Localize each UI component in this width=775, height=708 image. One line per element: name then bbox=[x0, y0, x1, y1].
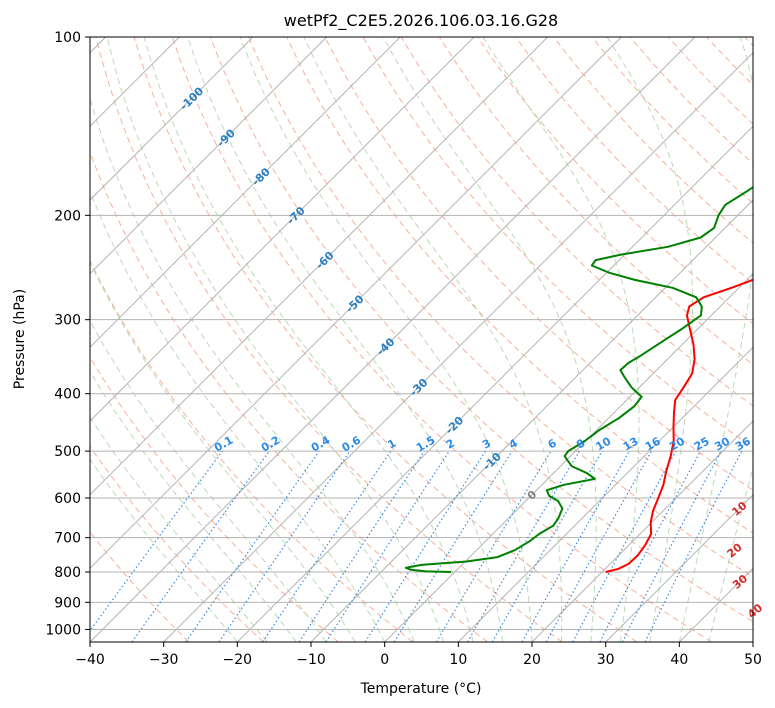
dry-adiabat bbox=[400, 37, 753, 407]
isotherm bbox=[384, 272, 753, 642]
moist-adiabat bbox=[606, 37, 693, 642]
dry-adiabat bbox=[591, 37, 753, 204]
mixing-ratio-line bbox=[90, 450, 223, 632]
y-tick-label: 100 bbox=[54, 30, 81, 46]
dry-adiabat bbox=[210, 37, 753, 623]
axis-ticks: −40 −30 −20 −10 0 10 20 30 40 50 100 200 300 400 500 60… bbox=[45, 30, 762, 668]
moist-adiabat bbox=[90, 319, 327, 642]
x-tick-label: 30 bbox=[597, 652, 615, 668]
temperature-line bbox=[605, 278, 753, 573]
isotherm bbox=[90, 37, 328, 275]
dry-adiabat bbox=[90, 259, 414, 642]
moist-adiabat bbox=[187, 37, 503, 642]
dry-adiabat bbox=[515, 37, 753, 284]
isotherm bbox=[310, 199, 753, 642]
x-tick-label: −40 bbox=[75, 652, 105, 668]
isotherm bbox=[605, 493, 753, 642]
moist-adiabat bbox=[382, 37, 597, 642]
mixing-ratio-line bbox=[325, 450, 450, 642]
isotherm bbox=[90, 37, 549, 496]
moist-adiabat bbox=[90, 189, 386, 642]
y-tick-label: 700 bbox=[54, 531, 81, 547]
isotherm bbox=[90, 37, 475, 422]
isotherm bbox=[531, 420, 753, 642]
mixing-ratio-line bbox=[521, 450, 631, 642]
y-tick-label: 200 bbox=[54, 208, 81, 224]
background-lines bbox=[90, 37, 753, 642]
isotherm bbox=[90, 37, 254, 201]
dewpoint-line bbox=[404, 186, 753, 573]
isotherm bbox=[90, 37, 696, 642]
moist-adiabat bbox=[708, 465, 753, 642]
x-tick-label: −30 bbox=[149, 652, 179, 668]
dry-adiabat bbox=[133, 37, 638, 642]
x-tick-label: 20 bbox=[523, 652, 541, 668]
plot-frame bbox=[89, 36, 754, 643]
x-tick-label: 0 bbox=[380, 652, 389, 668]
isotherm bbox=[163, 51, 753, 642]
dry-adiabat bbox=[324, 37, 753, 491]
x-tick-label: 40 bbox=[670, 652, 688, 668]
x-tick-label: 50 bbox=[744, 652, 762, 668]
moist-adiabat bbox=[90, 370, 297, 642]
profile-lines bbox=[404, 186, 753, 573]
y-tick-label: 500 bbox=[54, 444, 81, 460]
dry-adiabat bbox=[95, 37, 563, 642]
mixing-ratio-line bbox=[545, 450, 653, 642]
isotherm bbox=[90, 37, 622, 570]
x-axis-label: Temperature (°C) bbox=[360, 681, 482, 697]
isotherm bbox=[457, 346, 753, 642]
moist-adiabat bbox=[239, 37, 533, 642]
mixing-ratio-line bbox=[572, 450, 677, 642]
moist-adiabat bbox=[143, 37, 474, 642]
x-tick-label: −10 bbox=[296, 652, 326, 668]
x-tick-label: −20 bbox=[223, 652, 253, 668]
dry-adiabat bbox=[90, 445, 264, 642]
moist-adiabat bbox=[678, 37, 753, 642]
y-tick-label: 800 bbox=[54, 565, 81, 581]
dry-adiabat bbox=[477, 37, 753, 325]
moist-adiabat bbox=[106, 37, 445, 642]
moist-adiabat bbox=[90, 260, 356, 642]
y-tick-label: 1000 bbox=[45, 622, 81, 638]
mixing-ratio-line bbox=[131, 450, 270, 642]
mixing-ratio-line bbox=[298, 450, 425, 642]
dry-adiabat bbox=[248, 37, 753, 578]
mixing-ratio-line bbox=[393, 450, 513, 642]
y-tick-label: 300 bbox=[54, 313, 81, 329]
moist-adiabat bbox=[90, 416, 268, 642]
y-tick-label: 900 bbox=[54, 595, 81, 611]
mixing-ratio-line bbox=[644, 450, 743, 642]
isotherm bbox=[90, 37, 401, 349]
y-tick-label: 400 bbox=[54, 387, 81, 403]
chart-title: wetPf2_C2E5.2026.106.03.16.G28 bbox=[284, 11, 558, 31]
mixing-ratio-line bbox=[218, 450, 351, 642]
y-tick-label: 600 bbox=[54, 491, 81, 507]
x-tick-label: 10 bbox=[449, 652, 467, 668]
dry-adiabat bbox=[171, 37, 712, 642]
dry-adiabat bbox=[629, 37, 753, 165]
mixing-ratio-line bbox=[185, 450, 320, 642]
y-axis-label: Pressure (hPa) bbox=[12, 289, 28, 389]
moist-adiabat bbox=[482, 37, 640, 642]
moist-adiabat bbox=[303, 37, 563, 642]
isotherm bbox=[236, 125, 753, 642]
mixing-ratio-line bbox=[262, 450, 392, 642]
